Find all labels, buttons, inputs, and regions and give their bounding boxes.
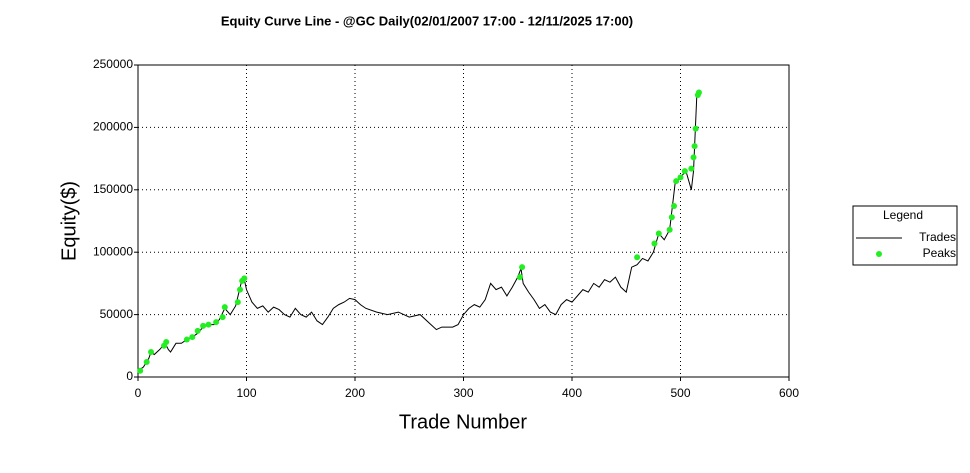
peak-point xyxy=(655,230,662,237)
y-tick-label: 250000 xyxy=(93,57,133,71)
y-tick-label: 50000 xyxy=(100,307,134,321)
peak-point xyxy=(516,274,523,281)
peak-point xyxy=(670,203,677,210)
y-tick-label: 100000 xyxy=(93,244,133,258)
peak-point xyxy=(221,304,228,311)
peak-point xyxy=(183,336,190,343)
peak-point xyxy=(688,165,695,172)
x-tick-label: 400 xyxy=(562,386,582,400)
peak-point xyxy=(213,319,220,326)
x-tick-label: 200 xyxy=(345,386,365,400)
peak-point xyxy=(673,178,680,185)
peak-point xyxy=(205,321,212,328)
peak-point xyxy=(194,327,201,334)
x-tick-label: 0 xyxy=(135,386,142,400)
peak-point xyxy=(137,367,144,374)
x-tick-label: 600 xyxy=(779,386,799,400)
peak-point xyxy=(692,125,699,132)
y-axis-label: Equity($) xyxy=(58,181,80,261)
legend-marker xyxy=(876,251,882,257)
legend-box xyxy=(852,205,958,266)
peak-point xyxy=(163,339,170,346)
peak-point xyxy=(219,314,226,321)
peak-point xyxy=(241,275,248,282)
peak-point xyxy=(148,349,155,356)
y-tick-label: 200000 xyxy=(93,120,133,134)
peak-point xyxy=(234,299,241,306)
peak-point xyxy=(236,286,243,293)
peak-point xyxy=(189,334,196,341)
chart-title: Equity Curve Line - @GC Daily(02/01/2007… xyxy=(221,13,633,28)
legend-label: Trades xyxy=(919,230,956,244)
peak-point xyxy=(677,174,684,181)
peak-point xyxy=(668,214,675,221)
peak-point xyxy=(695,89,702,96)
equity-line xyxy=(137,89,701,372)
peak-point xyxy=(143,359,150,366)
peak-point xyxy=(519,264,526,271)
legend-title: Legend xyxy=(883,208,923,222)
x-axis-label: Trade Number xyxy=(399,411,528,433)
peak-point xyxy=(200,322,207,329)
x-tick-label: 300 xyxy=(453,386,473,400)
x-tick-label: 100 xyxy=(236,386,256,400)
peak-point xyxy=(691,143,698,150)
peak-point xyxy=(690,154,697,161)
peak-point xyxy=(634,254,641,261)
peak-point xyxy=(666,226,673,233)
legend-label: Peaks xyxy=(923,246,956,260)
peak-point xyxy=(681,168,688,175)
x-tick-label: 500 xyxy=(670,386,690,400)
y-tick-label: 0 xyxy=(126,369,133,383)
y-tick-label: 150000 xyxy=(93,182,133,196)
peak-point xyxy=(651,240,658,247)
